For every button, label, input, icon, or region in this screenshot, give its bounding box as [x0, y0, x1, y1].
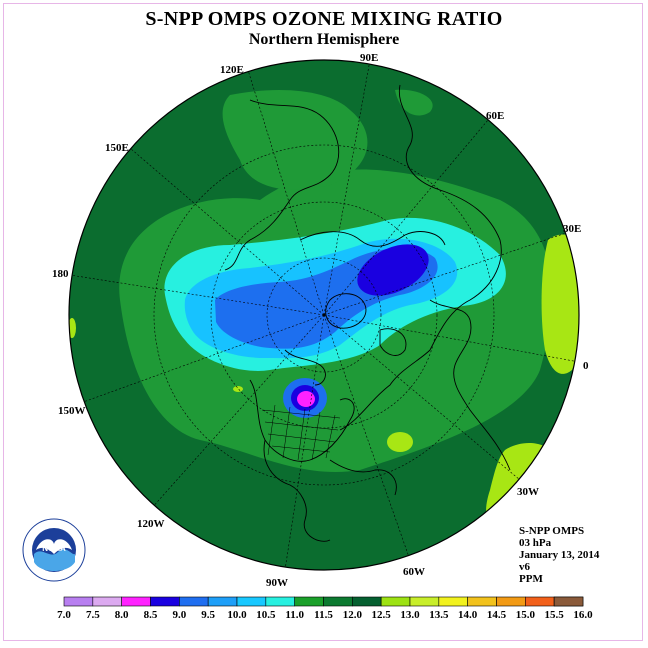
legend-swatch: [352, 596, 382, 607]
graticule: [69, 60, 579, 570]
map-subtitle: Northern Hemisphere: [248, 31, 400, 48]
lon-label-0: 0: [583, 360, 589, 372]
legend-swatch: [525, 596, 555, 607]
legend-tick-label: 10.0: [227, 609, 247, 621]
legend-tick-label: 11.5: [314, 609, 333, 621]
noaa-logo-text: NOAA: [42, 544, 66, 553]
lon-label-150w: 150W: [58, 405, 86, 417]
legend-tick-label: 7.5: [86, 609, 100, 621]
legend-tick-label: 15.5: [545, 609, 565, 621]
info-level: 03 hPa: [519, 537, 552, 549]
info-units: PPM: [519, 573, 543, 585]
legend-swatch: [496, 596, 526, 607]
legend-tick-label: 16.0: [573, 609, 593, 621]
state-borders: [261, 404, 341, 461]
coastlines: [224, 84, 511, 542]
legend-tick-label: 9.0: [172, 609, 186, 621]
legend-swatch: [323, 596, 353, 607]
lon-label-30w: 30W: [517, 486, 539, 498]
legend-tick-label: 8.0: [115, 609, 129, 621]
legend-swatch: [294, 596, 324, 607]
info-version: v6: [519, 561, 530, 573]
legend-swatch: [236, 596, 267, 607]
legend-tick-label: 14.5: [487, 609, 507, 621]
legend-tick-label: 11.0: [285, 609, 304, 621]
legend-tick-label: 12.0: [343, 609, 363, 621]
legend-tick-label: 7.0: [57, 609, 71, 621]
legend-tick-label: 10.5: [256, 609, 276, 621]
lon-label-30e: 30E: [563, 223, 582, 235]
lon-label-120w: 120W: [137, 518, 165, 530]
figure-frame: [3, 3, 643, 641]
legend-swatch: [265, 596, 295, 607]
lon-label-60e: 60E: [486, 110, 505, 122]
legend-tick-label: 13.0: [400, 609, 420, 621]
lon-label-90w: 90W: [266, 577, 288, 589]
legend-swatch: [179, 596, 209, 607]
ozone-field: [69, 60, 579, 570]
lon-label-90e: 90E: [360, 52, 379, 64]
legend-swatch: [63, 596, 94, 607]
legend-swatch: [409, 596, 440, 607]
noaa-logo: NOAA: [22, 518, 86, 582]
legend-tick-label: 12.5: [372, 609, 392, 621]
legend-swatch: [553, 596, 584, 607]
legend-tick-label: 8.5: [144, 609, 158, 621]
legend-swatch: [121, 596, 151, 607]
lon-label-180: 180: [52, 268, 69, 280]
legend-swatch: [207, 596, 238, 607]
map-title: S-NPP OMPS OZONE MIXING RATIO: [145, 8, 503, 30]
lon-label-120e: 120E: [220, 64, 244, 76]
info-instrument: S-NPP OMPS: [519, 525, 585, 537]
legend-swatch: [150, 596, 180, 607]
legend-swatch: [467, 596, 497, 607]
info-block: S-NPP OMPS 03 hPa January 13, 2014 v6 PP…: [519, 525, 599, 585]
legend-tick-label: 15.0: [516, 609, 536, 621]
legend-swatch: [380, 596, 411, 607]
legend-swatch: [438, 596, 468, 607]
info-date: January 13, 2014: [519, 549, 600, 561]
legend-swatch: [92, 596, 122, 607]
legend-tick-label: 9.5: [201, 609, 215, 621]
lon-label-60w: 60W: [403, 566, 425, 578]
lon-label-150e: 150E: [105, 142, 129, 154]
legend-tick-label: 14.0: [458, 609, 478, 621]
legend-tick-label: 13.5: [429, 609, 449, 621]
